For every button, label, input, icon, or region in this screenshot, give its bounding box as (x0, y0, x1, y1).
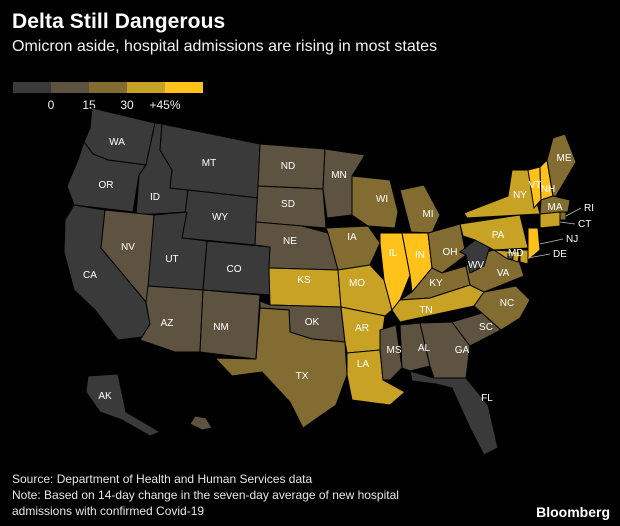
state-hi (189, 415, 213, 431)
state-label-nh: NH (541, 184, 555, 195)
legend-tick-0: 0 (47, 98, 55, 112)
state-ks (268, 267, 342, 308)
legend-tick-2: 30 (120, 98, 134, 112)
methodology-note-line1: Note: Based on 14-day change in the seve… (12, 488, 399, 502)
state-ma (539, 195, 571, 215)
state-nc (473, 285, 531, 331)
chart-title: Delta Still Dangerous (12, 10, 226, 33)
state-mi (399, 184, 441, 234)
state-label-ar: AR (355, 323, 369, 334)
state-label-ms: MS (387, 345, 402, 356)
state-label-co: CO (227, 264, 242, 275)
state-label-sc: SC (479, 322, 493, 333)
state-nj (527, 227, 541, 262)
legend-swatch-1 (51, 82, 89, 93)
state-label-wa: WA (109, 137, 125, 148)
state-label-al: AL (418, 343, 431, 354)
state-label-tx: TX (296, 371, 309, 382)
state-label-sd: SD (281, 199, 295, 210)
legend-swatch-2 (89, 82, 127, 93)
state-label-ma: MA (548, 202, 563, 213)
state-label-nd: ND (281, 161, 295, 172)
state-label-or: OR (99, 180, 114, 191)
leader-line-ct (559, 221, 576, 225)
state-label-ia: IA (347, 232, 357, 243)
state-label-ks: KS (297, 275, 311, 286)
state-label-la: LA (357, 359, 370, 370)
legend-swatch-4 (165, 82, 203, 93)
state-fl (409, 370, 499, 456)
state-ms (379, 324, 403, 381)
state-label-oh: OH (443, 247, 458, 258)
state-label-in: IN (415, 250, 425, 261)
state-label-tn: TN (419, 305, 432, 316)
state-ri (559, 211, 567, 221)
state-nm (199, 289, 261, 360)
legend-swatch-3 (127, 82, 165, 93)
legend-swatch-0 (13, 82, 51, 93)
state-label-fl: FL (481, 393, 493, 404)
state-label-vt: VT (529, 180, 542, 191)
state-label-il: IL (389, 248, 398, 259)
bloomberg-logo: Bloomberg (536, 504, 610, 520)
state-ny (463, 169, 541, 219)
source-note: Source: Department of Health and Human S… (12, 472, 313, 486)
state-label-ca: CA (83, 270, 97, 281)
state-label-de: DE (553, 249, 567, 260)
state-label-me: ME (557, 153, 572, 164)
state-label-mn: MN (331, 170, 347, 181)
state-label-mo: MO (349, 278, 365, 289)
state-label-wi: WI (376, 194, 388, 205)
state-label-mi: MI (422, 209, 433, 220)
state-label-ut: UT (165, 254, 178, 265)
leader-line-nj (539, 238, 564, 245)
state-label-nv: NV (121, 242, 135, 253)
state-label-va: VA (497, 268, 510, 279)
state-sd (255, 185, 327, 229)
state-oh (427, 223, 467, 274)
state-label-wv: WV (468, 260, 484, 271)
state-label-md: MD (508, 248, 524, 259)
state-label-ok: OK (305, 317, 320, 328)
state-label-ny: NY (513, 190, 527, 201)
state-label-pa: PA (492, 230, 505, 241)
legend-tick-3: +45% (149, 98, 181, 112)
state-label-az: AZ (161, 318, 174, 329)
state-label-ak: AK (98, 391, 112, 402)
state-ct (539, 211, 561, 229)
state-tx (213, 307, 348, 429)
state-ak (85, 373, 162, 437)
state-label-mt: MT (202, 158, 216, 169)
state-wi (351, 175, 399, 229)
leader-line-de (527, 253, 551, 259)
state-de (519, 249, 529, 265)
state-dc (507, 253, 514, 260)
state-label-nj: NJ (566, 234, 578, 245)
state-label-ga: GA (455, 345, 470, 356)
state-label-ct: CT (578, 219, 591, 230)
state-label-id: ID (150, 192, 160, 203)
state-label-ky: KY (429, 278, 443, 289)
state-label-ne: NE (283, 236, 297, 247)
leader-line-ri (565, 207, 582, 217)
state-label-wy: WY (212, 212, 228, 223)
chart-subtitle: Omicron aside, hospital admissions are r… (12, 38, 438, 55)
state-label-nc: NC (500, 298, 514, 309)
state-label-ri: RI (584, 203, 594, 214)
methodology-note-line2: admissions with confirmed Covid-19 (12, 504, 205, 518)
state-label-nm: NM (213, 322, 229, 333)
state-or (66, 140, 147, 213)
